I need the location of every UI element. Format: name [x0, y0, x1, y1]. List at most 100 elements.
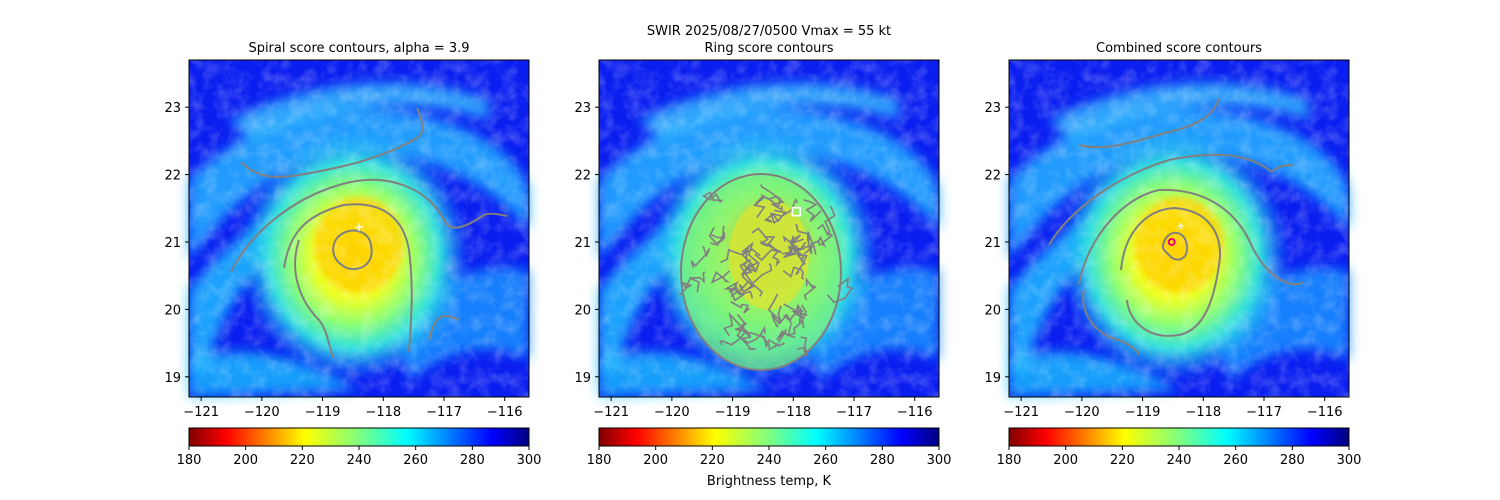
center-marker — [791, 206, 802, 217]
contour-line — [240, 107, 424, 178]
y-tick-label: 20 — [164, 303, 181, 318]
colorbar-gradient — [188, 427, 530, 447]
x-tick-label: −121 — [183, 405, 219, 420]
y-tick-label: 23 — [984, 101, 1001, 116]
ring-contour-line — [750, 263, 773, 297]
ring-contour-line — [730, 300, 751, 314]
y-tick-label: 19 — [984, 371, 1001, 386]
satellite-image — [1009, 60, 1349, 397]
x-tick-label: −119 — [715, 405, 751, 420]
ring-contour-line — [751, 227, 776, 247]
ring-contour-line — [785, 238, 804, 258]
colorbar-tick-label: 200 — [1053, 453, 1078, 468]
y-tick-label: 21 — [984, 236, 1001, 251]
ring-contours — [678, 173, 854, 371]
colorbar-gradient — [1008, 427, 1350, 447]
colorbar-tick-label: 240 — [347, 453, 372, 468]
colorbar-tick-label: 240 — [1167, 453, 1192, 468]
combined-contours — [1048, 97, 1305, 356]
contour-line — [332, 229, 373, 270]
ring-contour-line — [755, 333, 785, 349]
contour-line — [294, 239, 334, 359]
colorbar-tick-label: 280 — [870, 453, 895, 468]
axes-frame — [598, 59, 940, 398]
figure-suptitle: SWIR 2025/08/27/0500 Vmax = 55 kt — [647, 24, 891, 39]
x-tick-label: −116 — [1307, 405, 1343, 420]
ring-contour-line — [771, 313, 793, 328]
image-texture — [1009, 60, 1349, 397]
center-marker — [1167, 237, 1176, 246]
y-tick-label: 22 — [574, 169, 591, 184]
ring-contour-line — [741, 241, 760, 273]
x-tick-label: −119 — [1125, 405, 1161, 420]
x-tick-label: −117 — [1246, 405, 1282, 420]
ring-contour-line — [826, 277, 854, 304]
colorbar-tick-label: 260 — [1223, 453, 1248, 468]
colorbar-2: 180 200 220 240 260 280 300 — [587, 427, 952, 468]
contour-line — [1161, 232, 1189, 261]
ring-contour-line — [792, 245, 805, 262]
panel-title: Ring score contours — [704, 41, 833, 56]
axes-frame — [188, 59, 530, 398]
contour-line — [1048, 153, 1295, 246]
x-tick-label: −120 — [244, 405, 280, 420]
ring-contour-line — [730, 287, 754, 302]
ring-contour-line — [806, 231, 821, 255]
ring-contour-line — [817, 231, 834, 248]
ring-contour-line — [803, 277, 817, 301]
y-tick-label: 19 — [164, 371, 181, 386]
ring-contour-line — [701, 191, 723, 204]
ring-contour-line — [723, 311, 747, 337]
colorbar-tick-label: 300 — [517, 453, 542, 468]
contour-line — [283, 203, 413, 353]
y-tick-label: 23 — [574, 101, 591, 116]
y-tick-label: 21 — [574, 236, 591, 251]
y-tick-label: 22 — [164, 169, 181, 184]
colorbar-tick-label: 300 — [927, 453, 952, 468]
colorbar-tick-label: 200 — [233, 453, 258, 468]
ring-contour-line — [754, 193, 782, 209]
panel-ring: Ring score contours −121 −120 −119 −118 −117… — [574, 41, 940, 420]
colorbar-tick-label: 260 — [403, 453, 428, 468]
x-tick-label: −117 — [426, 405, 462, 420]
colorbar-tick-label: 200 — [643, 453, 668, 468]
y-tick-label: 23 — [164, 101, 181, 116]
axes-frame — [1008, 59, 1350, 398]
x-tick-label: −116 — [897, 405, 933, 420]
ring-contour-line — [782, 235, 807, 253]
ring-contour-lines — [678, 173, 854, 371]
x-tick-label: −118 — [775, 405, 811, 420]
ring-contour-line — [760, 184, 785, 212]
ring-contour-line — [710, 225, 726, 247]
ring-contour-line — [740, 258, 757, 276]
ring-contour-line — [767, 293, 782, 324]
colorbar-3: 180 200 220 240 260 280 300 — [997, 427, 1362, 468]
colorbar-tick-label: 240 — [757, 453, 782, 468]
ring-contour-line — [759, 325, 780, 351]
center-marker-plus — [1177, 222, 1184, 229]
colorbar-tick-label: 300 — [1337, 453, 1362, 468]
ring-contour-line — [689, 271, 706, 293]
colorbar-tick-label: 220 — [700, 453, 725, 468]
y-tick-label: 20 — [574, 303, 591, 318]
ring-outline — [680, 173, 842, 371]
contour-line — [1078, 188, 1305, 286]
x-tick-label: −118 — [1185, 405, 1221, 420]
ring-contour-line — [738, 265, 755, 293]
colorbar-tick-label: 180 — [997, 453, 1022, 468]
y-tick-label: 22 — [984, 169, 1001, 184]
x-tick-label: −120 — [654, 405, 690, 420]
x-tick-label: −116 — [487, 405, 523, 420]
ring-contour-line — [795, 253, 808, 276]
x-tick-label: −121 — [1003, 405, 1039, 420]
ring-contour-line — [678, 276, 693, 296]
ring-contour-line — [816, 205, 836, 238]
ring-contour-line — [803, 199, 822, 222]
contour-line — [1120, 206, 1221, 337]
contour-line — [1078, 97, 1220, 149]
contour-line — [1082, 289, 1140, 356]
colorbar-tick-label: 220 — [1110, 453, 1135, 468]
y-tick-label: 21 — [164, 236, 181, 251]
x-tick-label: −118 — [365, 405, 401, 420]
